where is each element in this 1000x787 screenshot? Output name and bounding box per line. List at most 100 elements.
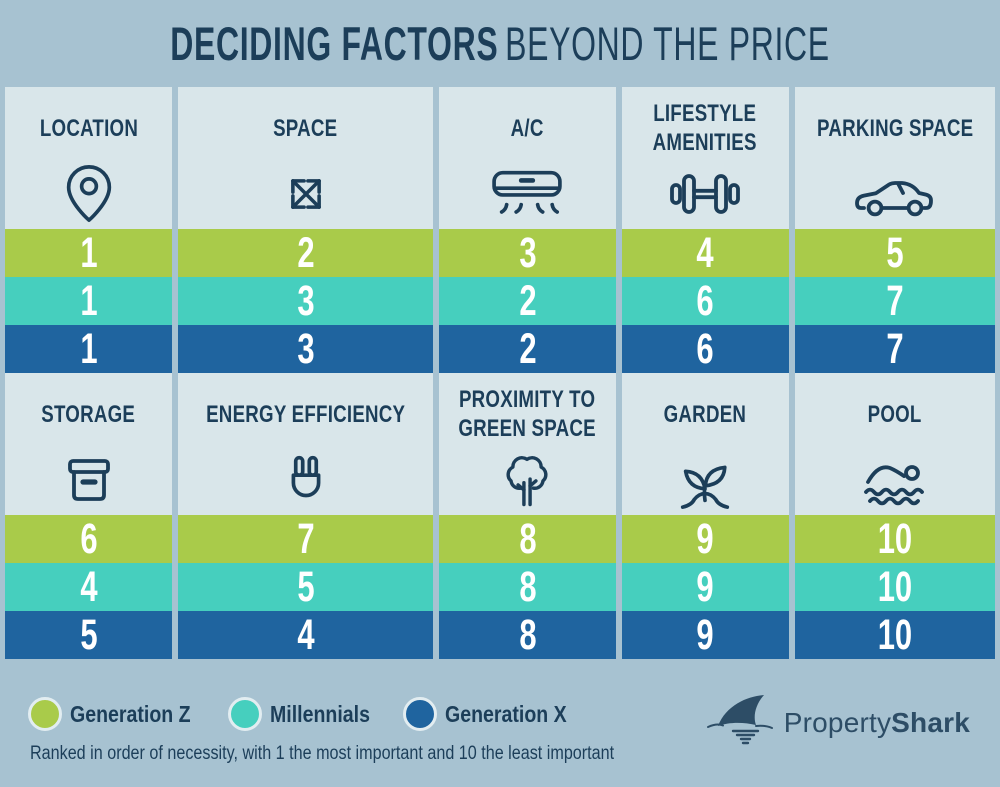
factor-header-proximity-green-space: PROXIMITY TO GREEN SPACE [439,373,616,515]
rank-cell-genz: 6 [5,515,172,563]
rank-value: 10 [877,610,913,659]
rank-value: 7 [886,324,904,373]
rank-cell-millennials: 8 [439,562,616,611]
rank-cell-genx: 1 [5,325,172,373]
rank-value: 9 [696,514,714,563]
rank-value: 4 [696,228,714,277]
logo-text-property: Property [783,706,892,738]
rank-cell-genz: 9 [621,514,789,563]
rank-value: 3 [297,276,315,325]
rank-cell-genz: 7 [178,514,434,563]
factor-header-garden: GARDEN [621,373,789,515]
rank-value: 1 [79,276,98,325]
table-column-2: SPACE 2 3 3 ENERGY EFFICIENCY [178,87,434,659]
factor-header-lifestyle-amenities: LIFESTYLE AMENITIES [621,87,789,229]
rank-value: 8 [518,610,537,659]
rank-cell-millennials: 6 [621,276,789,325]
rank-cell-genz: 10 [794,515,995,563]
legend-swatch-genx [403,697,438,731]
legend-label: Millennials [269,700,370,727]
legend-item-genz: Generation Z [28,697,212,731]
sprout-icon [674,445,736,515]
rank-cell-genx: 8 [439,610,616,659]
table-column-3: A/C 3 2 2 PROXIMITY TO GREEN [439,87,616,659]
rank-cell-genz: 2 [178,228,434,277]
rank-value: 1 [79,228,98,277]
rank-cell-genx: 7 [794,324,995,373]
rank-cell-genx: 4 [178,610,434,659]
rank-cell-millennials: 7 [794,276,995,325]
air-conditioner-icon [488,159,566,229]
rank-cell-genx: 3 [178,325,434,373]
logo-text: PropertyShark [784,707,970,739]
rank-value: 3 [518,228,537,277]
swimmer-icon [859,445,931,515]
factor-header-parking-space: PARKING SPACE [794,87,995,229]
rank-value: 2 [518,324,537,373]
rank-cell-millennials: 3 [178,276,434,325]
rank-value: 5 [886,228,904,277]
rank-value: 6 [79,514,98,563]
legend-item-millennials: Millennials [227,697,388,731]
rank-cell-genx: 9 [621,610,789,659]
legend-item-genx: Generation X [403,697,588,731]
factor-label: GARDEN [663,400,747,428]
rank-cell-genx: 10 [794,610,995,659]
factor-header-energy-efficiency: ENERGY EFFICIENCY [178,373,434,515]
rank-cell-millennials: 2 [439,276,616,325]
table-column-4: LIFESTYLE AMENITIES 4 6 6 GARDEN [621,87,789,659]
rank-value: 1 [79,324,98,373]
factor-header-location: LOCATION [5,87,172,229]
power-plug-icon [275,445,337,515]
expand-arrows-icon [276,159,336,229]
factor-label: POOL [867,400,922,428]
factor-header-space: SPACE [178,87,434,229]
factor-label: PROXIMITY TO GREEN SPACE [458,386,597,442]
legend-label: Generation X [445,700,568,727]
factor-header-pool: POOL [794,373,995,515]
logo-text-shark: Shark [891,706,970,738]
rank-cell-genx: 2 [439,324,616,373]
title-light: BEYOND THE PRICE [505,17,830,70]
rank-value: 9 [696,610,714,659]
footnote-text: Ranked in order of necessity, with 1 the… [30,743,615,764]
rank-value: 4 [297,610,315,659]
rank-value: 8 [518,562,537,611]
rank-cell-genz: 3 [439,228,616,277]
rank-cell-millennials: 1 [5,277,172,325]
table-column-1: LOCATION 1 1 1 STORAGE [5,87,172,659]
factor-label: LIFESTYLE AMENITIES [653,100,758,156]
rank-value: 2 [518,276,537,325]
factor-label: LOCATION [39,114,138,142]
rank-value: 10 [877,562,913,611]
rank-value: 7 [886,276,904,325]
rank-cell-millennials: 10 [794,562,995,611]
rank-value: 6 [696,324,714,373]
rank-value: 5 [297,562,315,611]
rank-value: 9 [696,562,714,611]
rank-cell-millennials: 5 [178,562,434,611]
rank-cell-genx: 5 [5,611,172,659]
factor-label: SPACE [273,114,338,142]
rank-cell-millennials: 4 [5,563,172,611]
rank-cell-genx: 6 [621,324,789,373]
tree-icon [498,445,556,515]
legend-swatch-genz [28,697,62,731]
rank-value: 6 [696,276,714,325]
rank-value: 4 [79,562,98,611]
footnote: Ranked in order of necessity, with 1 the… [30,743,717,765]
rank-value: 5 [79,610,98,659]
legend-swatch-millennials [227,697,262,731]
rank-cell-genz: 5 [794,228,995,277]
ranking-table: LOCATION 1 1 1 STORAGE [0,87,1000,659]
rank-value: 2 [297,228,315,277]
rank-value: 8 [518,514,537,563]
rank-cell-genz: 4 [621,228,789,277]
shark-fin-icon [706,692,778,753]
factor-label: ENERGY EFFICIENCY [206,400,406,428]
factor-header-storage: STORAGE [5,373,172,515]
rank-value: 7 [297,514,315,563]
table-column-5: PARKING SPACE 5 7 7 POOL [794,87,995,659]
legend: Generation Z Millennials Generation X [28,697,589,731]
